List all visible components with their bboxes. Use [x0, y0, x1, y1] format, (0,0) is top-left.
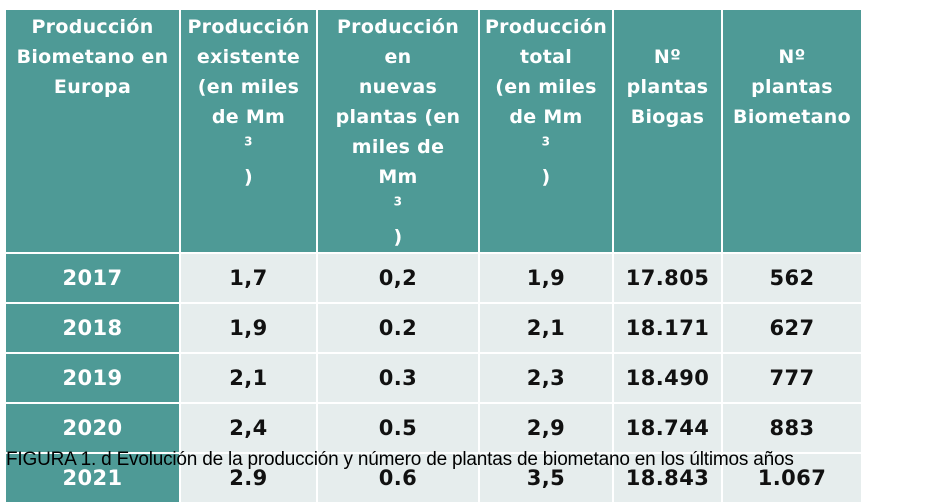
header-cell-new-plants-production: Producción en nuevas plantas (en miles d…: [317, 10, 480, 253]
cell-new-plants-production: 0,2: [317, 252, 480, 303]
cell-biomethane-plants: 883: [722, 402, 861, 453]
cell-biogas-plants: 17.805: [613, 252, 723, 303]
cell-new-plants-production: 0.2: [317, 302, 480, 353]
table-row: 2019 2,1 0.3 2,3 18.490 777: [6, 352, 861, 403]
header-cell-total-production: Producción total (en miles de Mm 3): [479, 10, 614, 253]
table-row: 2017 1,7 0,2 1,9 17.805 562: [6, 252, 861, 303]
cell-existing-production: 1,7: [180, 252, 318, 303]
figure-caption: FIGURA 1. d Evolución de la producción y…: [6, 449, 794, 470]
header-cell-existing-production: Producción existente (en miles de Mm 3): [180, 10, 318, 253]
cell-biomethane-plants: 777: [722, 352, 861, 403]
cell-biomethane-plants: 562: [722, 252, 861, 303]
cell-biomethane-plants: 627: [722, 302, 861, 353]
header-cell-biogas-plants: Nº plantas Biogas: [613, 10, 723, 253]
cell-total-production: 1,9: [479, 252, 614, 303]
cell-existing-production: 2,1: [180, 352, 318, 403]
cell-existing-production: 1,9: [180, 302, 318, 353]
biomethane-table: Producción Biometano en Europa Producció…: [6, 10, 861, 502]
table-row: 2020 2,4 0.5 2,9 18.744 883: [6, 402, 861, 453]
cell-biogas-plants: 18.171: [613, 302, 723, 353]
cell-year: 2018: [6, 302, 181, 353]
cell-new-plants-production: 0.5: [317, 402, 480, 453]
header-cell-region: Producción Biometano en Europa: [6, 10, 181, 253]
cell-biogas-plants: 18.744: [613, 402, 723, 453]
table-row: 2018 1,9 0.2 2,1 18.171 627: [6, 302, 861, 353]
cell-year: 2019: [6, 352, 181, 403]
cell-biogas-plants: 18.490: [613, 352, 723, 403]
cell-total-production: 2,9: [479, 402, 614, 453]
cell-total-production: 2,3: [479, 352, 614, 403]
cell-year: 2020: [6, 402, 181, 453]
cell-existing-production: 2,4: [180, 402, 318, 453]
cell-total-production: 2,1: [479, 302, 614, 353]
header-cell-biomethane-plants: Nº plantas Biometano: [722, 10, 861, 253]
header-row: Producción Biometano en Europa Producció…: [6, 10, 861, 253]
cell-year: 2017: [6, 252, 181, 303]
cell-new-plants-production: 0.3: [317, 352, 480, 403]
